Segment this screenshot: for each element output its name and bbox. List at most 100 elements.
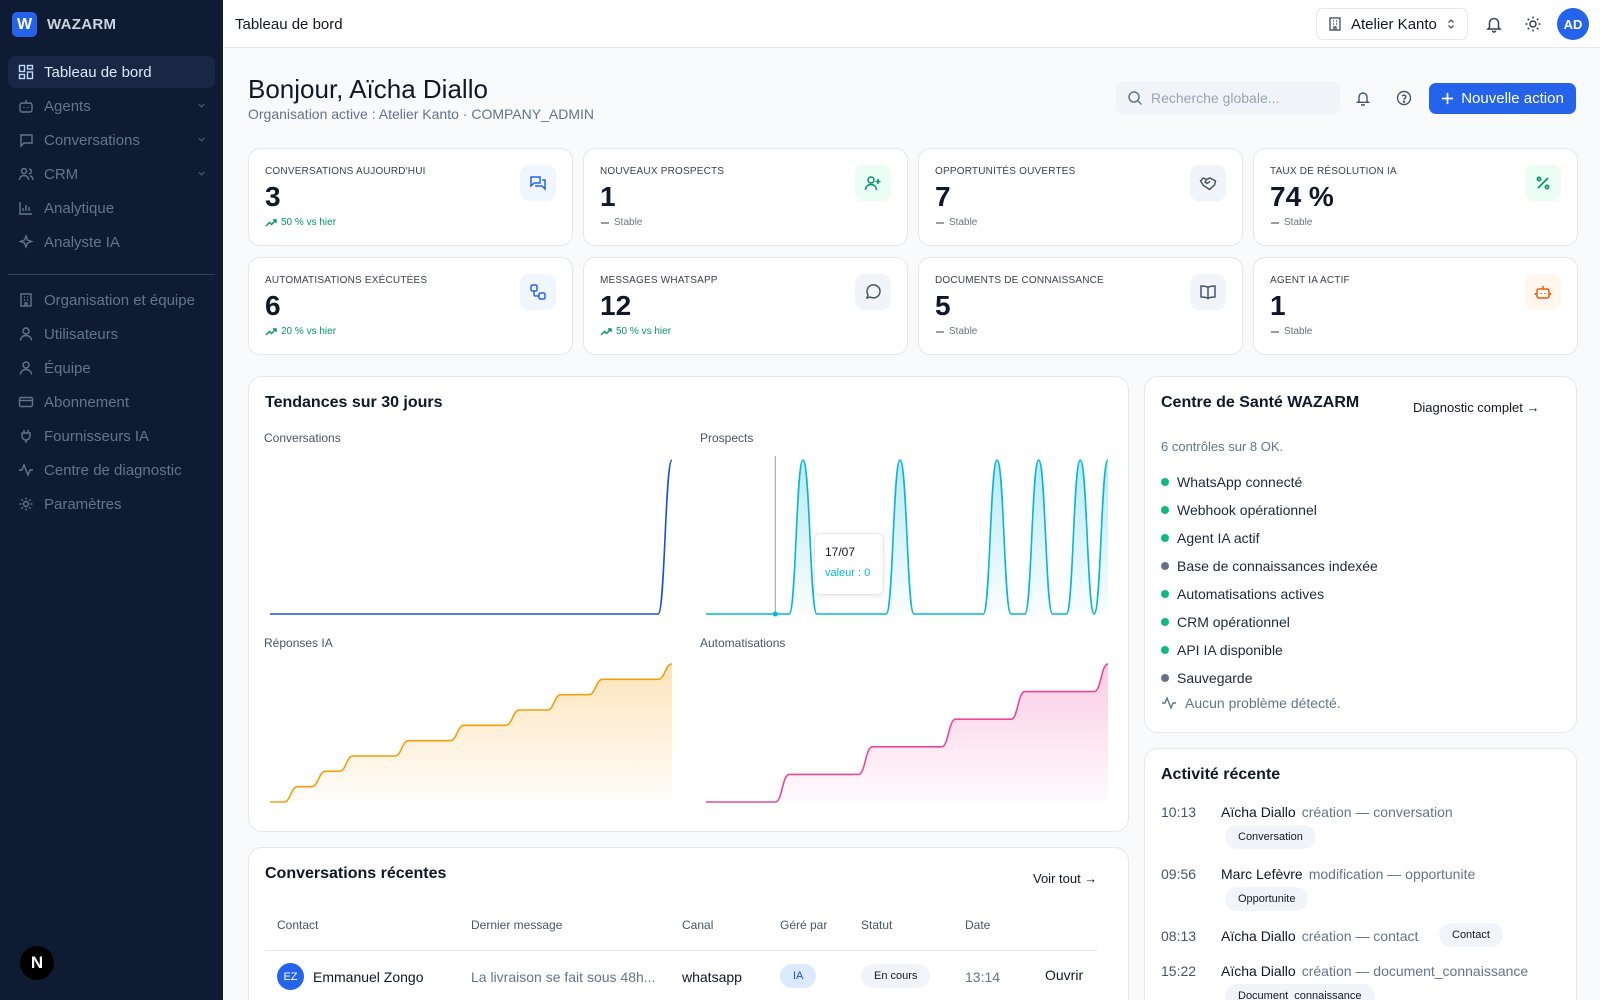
org-switcher[interactable]: Atelier Kanto bbox=[1316, 8, 1468, 40]
chart-series-line bbox=[270, 663, 673, 803]
new-action-button[interactable]: Nouvelle action bbox=[1429, 83, 1576, 114]
minus-icon bbox=[936, 221, 944, 224]
view-all-link[interactable]: Voir tout → bbox=[1033, 871, 1098, 886]
activity-icon bbox=[1162, 696, 1176, 710]
trending-up-icon bbox=[600, 327, 612, 335]
kpi-trend: 50 % vs hier bbox=[265, 217, 336, 228]
help-icon[interactable] bbox=[1396, 90, 1412, 106]
kpi-card-conversations[interactable]: CONVERSATIONS AUJOURD'HUI 3 50 % vs hier bbox=[248, 148, 573, 246]
contact-name: Emmanuel Zongo bbox=[313, 969, 424, 985]
kpi-trend: Stable bbox=[935, 326, 977, 337]
health-footer: Aucun problème détecté. bbox=[1161, 695, 1341, 711]
diagnostic-link[interactable]: Diagnostic complet → bbox=[1413, 400, 1540, 415]
card-icon bbox=[18, 396, 34, 408]
chart-reponses-ia[interactable] bbox=[266, 656, 676, 806]
sun-icon[interactable] bbox=[1524, 15, 1542, 33]
activity-time: 08:13 bbox=[1161, 928, 1197, 944]
sidebar-item-label: Analyste IA bbox=[44, 233, 120, 251]
kpi-label: OPPORTUNITÉS OUVERTES bbox=[935, 166, 1076, 177]
sidebar-item-crm[interactable]: CRM bbox=[8, 158, 215, 190]
sidebar-item-analyste-ia[interactable]: Analyste IA bbox=[8, 226, 215, 258]
sidebar-item-label: CRM bbox=[44, 165, 79, 183]
kpi-card-documents[interactable]: DOCUMENTS DE CONNAISSANCE 5 Stable bbox=[918, 257, 1243, 355]
sidebar-divider bbox=[8, 274, 215, 275]
bell-icon[interactable] bbox=[1355, 90, 1371, 106]
framework-badge[interactable]: N bbox=[20, 946, 54, 980]
recent-title: Conversations récentes bbox=[265, 865, 447, 882]
sidebar-item-analytique[interactable]: Analytique bbox=[8, 192, 215, 224]
open-conversation-button[interactable]: Ouvrir bbox=[1045, 967, 1084, 983]
sidebar-item-agents[interactable]: Agents bbox=[8, 90, 215, 122]
kpi-card-taux-resolution[interactable]: TAUX DE RÉSOLUTION IA 74 % Stable bbox=[1253, 148, 1578, 246]
chart-automatisations[interactable] bbox=[702, 656, 1112, 806]
activity-panel: Activité récente 10:13 Aïcha Diallo créat… bbox=[1144, 748, 1577, 1000]
kpi-value: 12 bbox=[600, 290, 632, 321]
bell-icon[interactable] bbox=[1485, 15, 1503, 33]
conversation-date: 13:14 bbox=[965, 969, 1001, 985]
global-search[interactable] bbox=[1116, 82, 1340, 114]
team-icon bbox=[19, 361, 33, 375]
sidebar-item-abonnement[interactable]: Abonnement bbox=[8, 386, 215, 418]
kpi-card-opportunites[interactable]: OPPORTUNITÉS OUVERTES 7 Stable bbox=[918, 148, 1243, 246]
sidebar-item-label: Organisation et équipe bbox=[44, 291, 195, 309]
sidebar-item-centre-de-diagnostic[interactable]: Centre de diagnostic bbox=[8, 454, 215, 486]
kpi-value: 6 bbox=[265, 290, 281, 321]
sidebar-item-label: Fournisseurs IA bbox=[44, 427, 150, 445]
message-icon bbox=[20, 134, 33, 148]
chevron-updown-icon bbox=[1447, 19, 1454, 29]
chart-active-point bbox=[772, 611, 778, 617]
sidebar-item-label: Tableau de bord bbox=[44, 63, 152, 81]
column-header: Géré par bbox=[780, 918, 828, 932]
column-header: Date bbox=[965, 918, 991, 932]
brand-logo[interactable]: W WAZARM bbox=[12, 12, 116, 37]
table-row[interactable]: EZ Emmanuel Zongo La livraison se fait s… bbox=[265, 950, 1097, 1000]
health-item-label: Webhook opérationnel bbox=[1177, 502, 1317, 518]
user-icon bbox=[19, 327, 33, 341]
column-header: Contact bbox=[277, 918, 319, 932]
sidebar-item-equipe[interactable]: Équipe bbox=[8, 352, 215, 384]
kpi-label: MESSAGES WHATSAPP bbox=[600, 275, 718, 286]
sidebar-item-parametres[interactable]: Paramètres bbox=[8, 488, 215, 520]
recent-conversations-panel: Conversations récentes Voir tout → Conta… bbox=[248, 847, 1129, 1000]
page-title: Bonjour, Aïcha Diallo bbox=[248, 74, 488, 104]
tooltip-date: 17/07 bbox=[825, 545, 856, 559]
status-dot bbox=[1161, 618, 1169, 626]
trending-up-icon bbox=[265, 218, 277, 226]
kpi-label: CONVERSATIONS AUJOURD'HUI bbox=[265, 166, 426, 177]
kpi-trend-text: 20 % vs hier bbox=[281, 326, 337, 337]
activity-tag: Opportunite bbox=[1225, 887, 1309, 911]
sidebar-item-utilisateurs[interactable]: Utilisateurs bbox=[8, 318, 215, 350]
kpi-value: 74 % bbox=[1270, 181, 1334, 212]
kpi-trend: 50 % vs hier bbox=[600, 326, 671, 337]
health-title: Centre de Santé WAZARM bbox=[1161, 394, 1360, 411]
status-dot bbox=[1161, 562, 1169, 570]
activity-tag: Contact bbox=[1439, 923, 1503, 947]
handled-by-badge: IA bbox=[780, 964, 817, 988]
health-item: Webhook opérationnel bbox=[1161, 496, 1491, 524]
sidebar-item-tableau-de-bord[interactable]: Tableau de bord bbox=[8, 56, 215, 88]
kpi-card-agent-ia[interactable]: AGENT IA ACTIF 1 Stable bbox=[1253, 257, 1578, 355]
search-input[interactable] bbox=[1151, 90, 1321, 106]
activity-line: Aïcha Diallo création — document_connaiss… bbox=[1221, 963, 1528, 979]
chart-area-fill bbox=[270, 664, 672, 802]
chart-conversations[interactable] bbox=[266, 452, 676, 618]
kpi-card-automatisations[interactable]: AUTOMATISATIONS EXÉCUTÉES 6 20 % vs hier bbox=[248, 257, 573, 355]
activity-tag: Conversation bbox=[1225, 825, 1316, 849]
last-message: La livraison se fait sous 48h... bbox=[471, 969, 656, 985]
kpi-trend-text: Stable bbox=[1284, 326, 1313, 337]
chart-prospects[interactable] bbox=[702, 452, 1112, 618]
activity-action: modification — opportunite bbox=[1308, 866, 1476, 882]
logo-mark: W bbox=[12, 12, 37, 37]
chevron-down-icon bbox=[198, 137, 205, 142]
activity-line: Aïcha Diallo création — contact bbox=[1221, 928, 1418, 944]
sidebar-item-conversations[interactable]: Conversations bbox=[8, 124, 215, 156]
user-avatar[interactable]: AD bbox=[1557, 8, 1589, 40]
kpi-card-whatsapp[interactable]: MESSAGES WHATSAPP 12 50 % vs hier bbox=[583, 257, 908, 355]
chart-title-prospects: Prospects bbox=[700, 431, 754, 445]
kpi-card-prospects[interactable]: NOUVEAUX PROSPECTS 1 Stable bbox=[583, 148, 908, 246]
activity-user: Aïcha Diallo bbox=[1221, 928, 1296, 944]
health-item-label: Sauvegarde bbox=[1177, 670, 1253, 686]
sidebar-item-organisation[interactable]: Organisation et équipe bbox=[8, 284, 215, 316]
sidebar-item-fournisseurs-ia[interactable]: Fournisseurs IA bbox=[8, 420, 215, 452]
kpi-trend: Stable bbox=[1270, 217, 1312, 228]
